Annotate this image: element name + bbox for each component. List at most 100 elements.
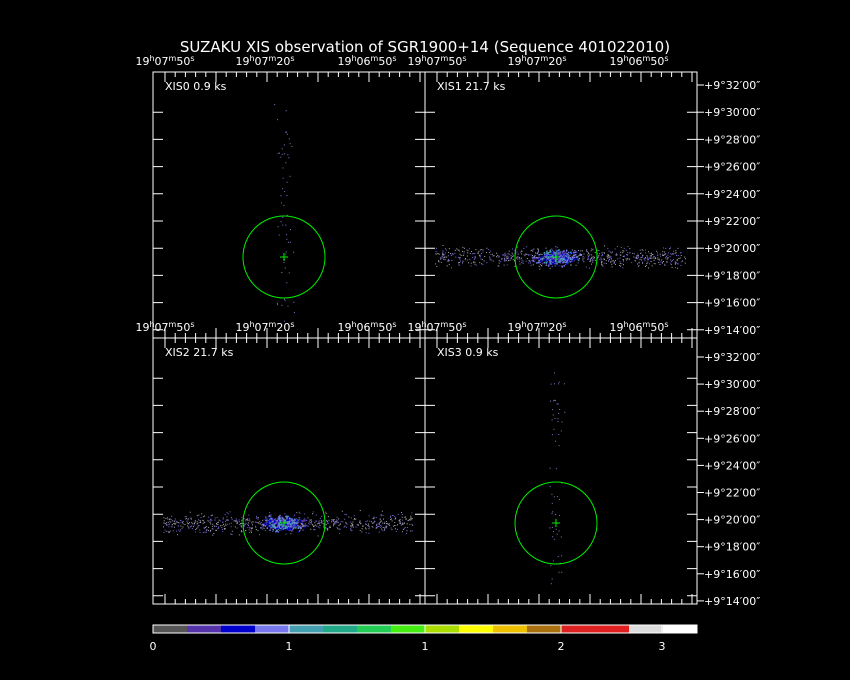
photon bbox=[502, 254, 504, 256]
photon bbox=[282, 216, 284, 218]
photon bbox=[459, 261, 461, 263]
photon bbox=[271, 521, 274, 523]
photon bbox=[163, 517, 165, 519]
photon bbox=[595, 259, 597, 261]
photon bbox=[577, 262, 579, 264]
photon bbox=[677, 263, 679, 265]
photon bbox=[520, 251, 522, 253]
photon bbox=[288, 272, 290, 274]
photon bbox=[287, 516, 290, 519]
photon bbox=[531, 256, 533, 258]
ra-unit: m bbox=[541, 54, 549, 63]
photon bbox=[282, 517, 284, 520]
photon bbox=[301, 526, 303, 528]
photon bbox=[286, 516, 289, 518]
photon bbox=[337, 528, 339, 530]
photon bbox=[447, 259, 449, 261]
ra-unit: s bbox=[664, 54, 668, 63]
photon bbox=[556, 496, 558, 498]
photon bbox=[195, 531, 197, 533]
photon bbox=[442, 254, 444, 256]
photon bbox=[470, 265, 472, 267]
photon bbox=[290, 520, 292, 522]
photon bbox=[546, 254, 549, 256]
photon bbox=[247, 518, 249, 520]
photon bbox=[405, 518, 407, 520]
photon bbox=[666, 261, 668, 263]
photon bbox=[564, 261, 566, 263]
photon bbox=[619, 265, 621, 267]
photon bbox=[327, 522, 329, 524]
photon bbox=[563, 255, 566, 257]
photon bbox=[553, 263, 556, 265]
photon bbox=[182, 521, 184, 523]
photon bbox=[186, 520, 188, 522]
photon bbox=[240, 525, 242, 527]
photon bbox=[269, 529, 271, 531]
dec-label: +9°16′00″ bbox=[704, 568, 760, 581]
photon bbox=[296, 522, 298, 524]
photon bbox=[394, 522, 396, 524]
ra-value: 07 bbox=[427, 55, 441, 68]
photon bbox=[279, 514, 281, 517]
photon bbox=[565, 260, 568, 263]
photon bbox=[380, 515, 382, 517]
photon bbox=[535, 252, 537, 254]
photon bbox=[451, 259, 453, 261]
photon bbox=[623, 255, 625, 257]
photon bbox=[273, 524, 276, 526]
photon bbox=[561, 254, 564, 256]
photon bbox=[286, 238, 288, 240]
photon bbox=[489, 258, 491, 260]
ra-unit: h bbox=[149, 320, 154, 329]
photon bbox=[312, 524, 314, 526]
photon bbox=[385, 526, 387, 528]
photon bbox=[353, 519, 355, 521]
photon bbox=[285, 251, 287, 253]
ra-unit: s bbox=[462, 320, 466, 329]
photon bbox=[538, 258, 540, 260]
photon bbox=[616, 253, 618, 255]
photon bbox=[643, 258, 645, 260]
photon bbox=[444, 259, 446, 261]
photon bbox=[263, 523, 265, 526]
photon bbox=[267, 526, 269, 528]
photon bbox=[553, 428, 555, 430]
photon bbox=[459, 258, 461, 260]
photon bbox=[545, 252, 548, 254]
photon bbox=[169, 518, 171, 520]
photon bbox=[382, 527, 384, 529]
photon bbox=[532, 255, 534, 257]
photon bbox=[271, 523, 274, 526]
photon bbox=[230, 517, 232, 519]
photon bbox=[286, 524, 288, 527]
photon bbox=[284, 521, 286, 524]
photon bbox=[537, 248, 539, 250]
photon bbox=[573, 254, 576, 257]
photon bbox=[375, 527, 377, 529]
photon bbox=[544, 253, 546, 256]
photon bbox=[278, 516, 281, 519]
photon bbox=[591, 248, 593, 250]
colorbar-label: 1 bbox=[286, 640, 293, 653]
photon bbox=[628, 258, 630, 260]
photon bbox=[454, 249, 456, 251]
dec-label: +9°28′00″ bbox=[704, 405, 760, 418]
ra-label: 19h07m20s bbox=[507, 54, 566, 69]
photon bbox=[408, 520, 410, 522]
ra-value: 20 bbox=[276, 321, 290, 334]
photon bbox=[371, 526, 373, 528]
photon bbox=[236, 519, 238, 521]
photon bbox=[294, 520, 297, 523]
photon bbox=[551, 259, 554, 262]
photon bbox=[555, 246, 557, 248]
photon bbox=[601, 255, 603, 257]
photon bbox=[286, 515, 288, 517]
photon bbox=[530, 264, 532, 266]
photon bbox=[641, 256, 643, 258]
photon bbox=[372, 518, 374, 520]
photon bbox=[241, 531, 243, 533]
photon bbox=[601, 261, 603, 263]
photon bbox=[561, 251, 564, 253]
photon bbox=[304, 513, 306, 515]
